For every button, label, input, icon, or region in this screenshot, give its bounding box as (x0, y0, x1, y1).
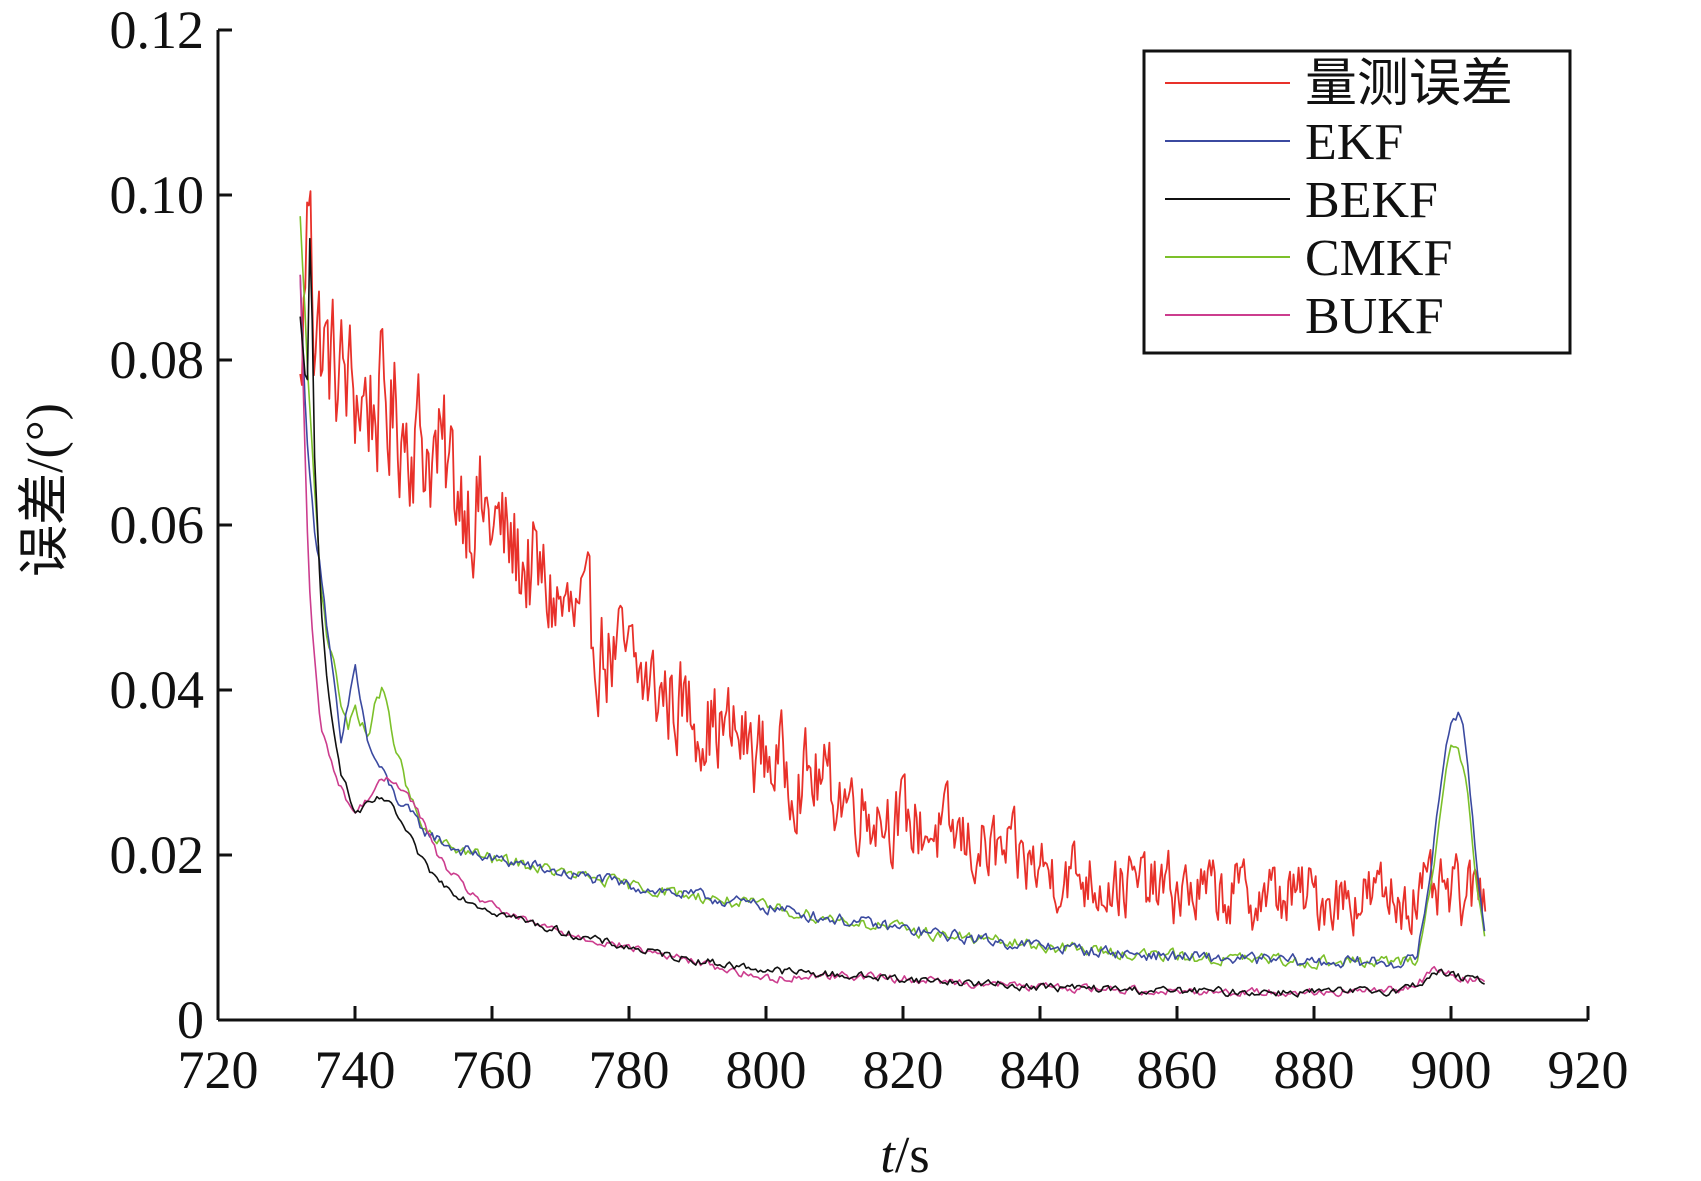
x-tick-label: 880 (1274, 1040, 1355, 1100)
y-tick-label: 0.10 (110, 165, 205, 225)
y-tick-label: 0.12 (110, 0, 205, 60)
series-line-4 (299, 216, 1486, 970)
x-axis-label-variable: t (880, 1127, 896, 1181)
x-tick-label: 740 (315, 1040, 396, 1100)
x-tick-label: 920 (1548, 1040, 1629, 1100)
x-tick-label: 800 (726, 1040, 807, 1100)
series-line-5 (299, 274, 1486, 998)
legend-label-4: CMKF (1305, 230, 1452, 287)
x-tick-label: 840 (1000, 1040, 1081, 1100)
x-tick-label: 780 (589, 1040, 670, 1100)
legend-box (1142, 49, 1572, 355)
x-tick-label: 720 (178, 1040, 259, 1100)
x-tick-label: 860 (1137, 1040, 1218, 1100)
y-tick-label: 0.02 (110, 825, 205, 885)
legend-label-3: BEKF (1305, 172, 1438, 229)
x-tick-label: 820 (863, 1040, 944, 1100)
legend-label-1: 量测误差 (1305, 56, 1513, 113)
y-tick-label: 0.06 (110, 495, 205, 555)
x-axis-label-unit: /s (895, 1127, 930, 1181)
plot-lines (299, 190, 1487, 998)
y-tick-label: 0.04 (110, 660, 205, 720)
legend-label-5: BUKF (1305, 288, 1444, 345)
y-axis-label: 误差/(°) (17, 403, 74, 577)
y-tick-label: 0 (177, 990, 204, 1050)
series-line-1 (299, 190, 1487, 937)
x-axis-label: t/s (880, 1127, 929, 1181)
series-line-2 (299, 274, 1486, 969)
x-tick-label: 900 (1411, 1040, 1492, 1100)
x-tick-label: 760 (452, 1040, 533, 1100)
series-line-3 (299, 237, 1485, 998)
legend-label-2: EKF (1305, 114, 1403, 171)
ticks: 720 740 760 780 800 820 840 860 880 900 920 0 0.02 0.… (110, 0, 1629, 1100)
y-tick-label: 0.08 (110, 330, 205, 390)
